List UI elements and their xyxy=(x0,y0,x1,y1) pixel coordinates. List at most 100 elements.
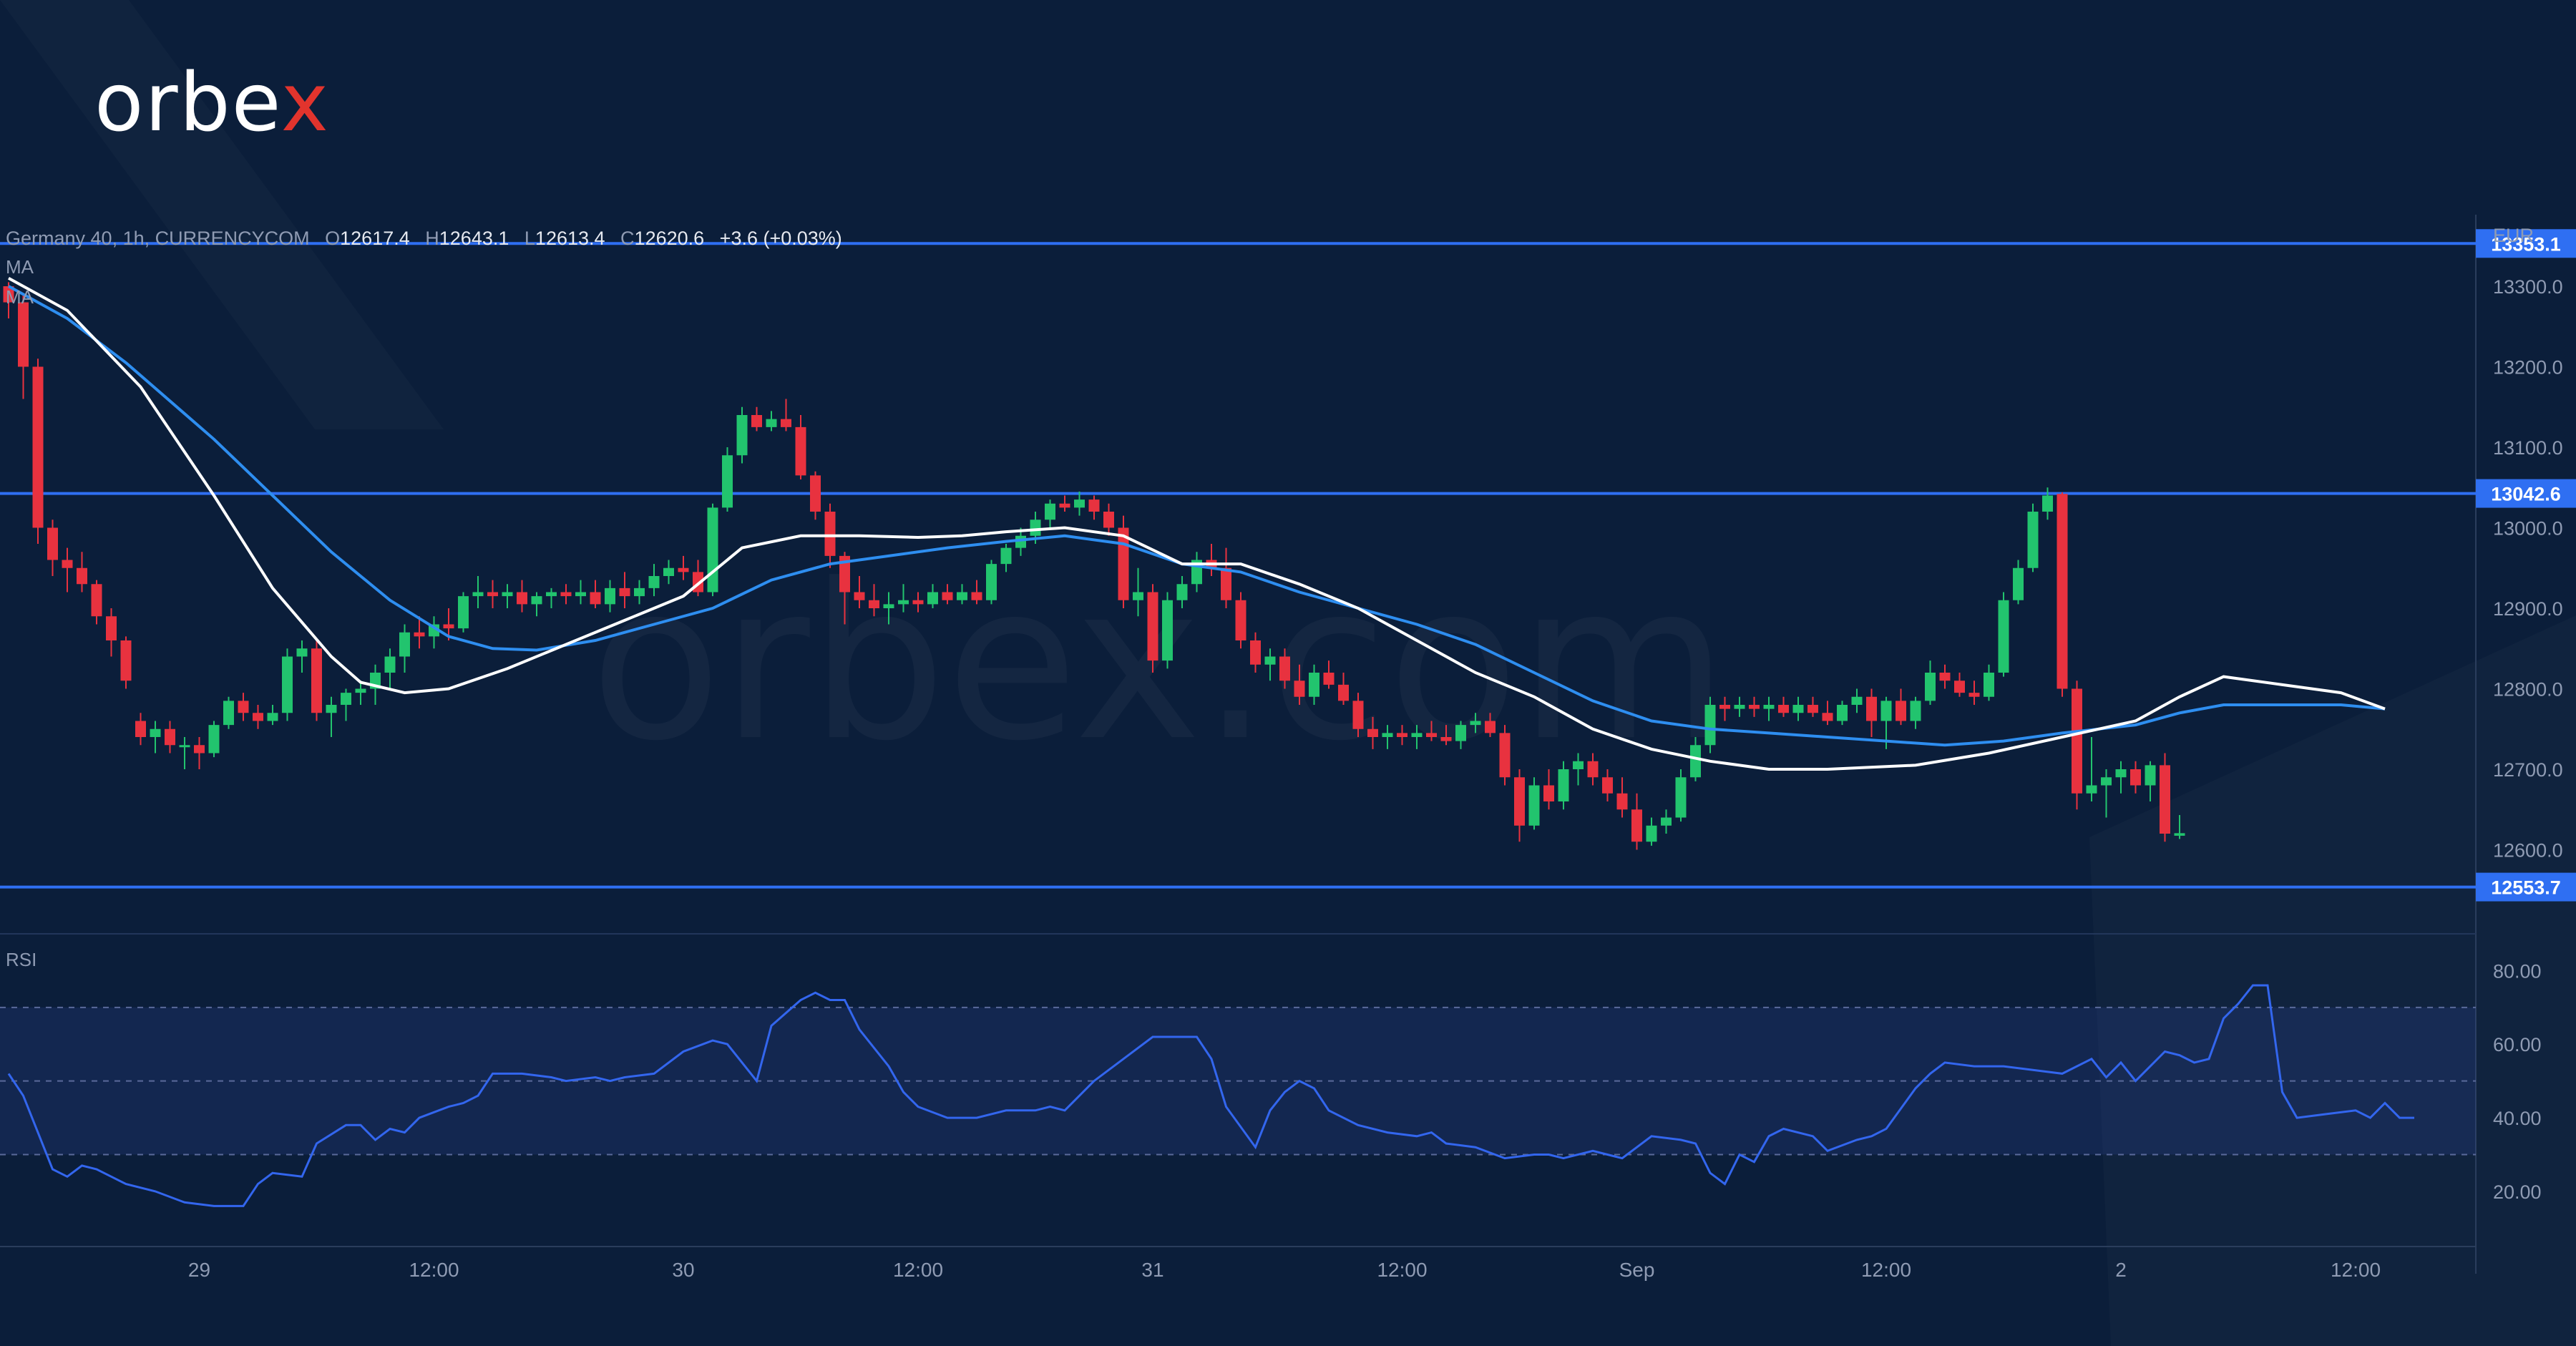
candle-body xyxy=(2042,495,2053,512)
candle-body xyxy=(1397,733,1407,737)
candle-body xyxy=(1616,793,1628,810)
candle-body xyxy=(1910,701,1921,721)
candle-body xyxy=(1822,713,1833,721)
candle-body xyxy=(2115,769,2127,778)
candle-body xyxy=(1030,520,1041,536)
candle-body xyxy=(1250,640,1261,665)
candle-body xyxy=(810,475,821,512)
candle-body xyxy=(678,567,689,572)
candle-body xyxy=(722,455,733,508)
candle-body xyxy=(1176,584,1188,600)
candle-body xyxy=(1807,705,1818,713)
orbex-logo: orbex xyxy=(94,63,330,143)
candle-body xyxy=(150,728,161,737)
rsi-tick-label: 80.00 xyxy=(2493,960,2542,982)
candle-body xyxy=(1704,705,1716,746)
x-tick-label: 12:00 xyxy=(893,1259,943,1281)
rsi-tick-label: 60.00 xyxy=(2493,1034,2542,1055)
candle-body xyxy=(2057,494,2068,689)
candle-body xyxy=(590,592,601,605)
candle-body xyxy=(32,366,44,528)
candle-body xyxy=(1279,656,1290,681)
ma-legend-2: MA xyxy=(6,286,34,308)
candle-body xyxy=(1088,499,1100,512)
level-badge xyxy=(2476,479,2576,508)
candle-body xyxy=(326,705,337,713)
candle-body xyxy=(736,415,748,456)
candle-body xyxy=(1382,733,1393,737)
candle-body xyxy=(1294,681,1305,697)
y-tick-label: 13300.0 xyxy=(2493,276,2563,298)
y-tick-label: 12800.0 xyxy=(2493,679,2563,701)
level-price: 12553.7 xyxy=(2491,877,2561,899)
candle-body xyxy=(2027,512,2039,568)
logo-text: orbe xyxy=(94,57,281,150)
candle-body xyxy=(1646,825,1657,842)
candle-body xyxy=(2072,688,2082,794)
low-label: L xyxy=(525,228,535,249)
candle-body xyxy=(355,688,366,693)
candle-body xyxy=(575,592,586,597)
candle-body xyxy=(1602,777,1613,794)
candle-body xyxy=(1470,721,1481,726)
candle-body xyxy=(1264,656,1276,665)
candle-body xyxy=(1631,809,1642,842)
rsi-label: RSI xyxy=(6,949,36,970)
candle-body xyxy=(883,604,894,608)
candle-body xyxy=(120,640,132,681)
x-tick-label: 30 xyxy=(672,1259,694,1281)
candle-body xyxy=(77,567,87,585)
axes: 12600.0 12700.0 12800.0 12900.0 13000.0 13100… xyxy=(0,215,2563,1281)
candle-body xyxy=(1309,673,1319,697)
candle-body xyxy=(1763,705,1775,709)
rsi-line xyxy=(7,984,2414,1207)
candle-body xyxy=(927,592,938,605)
rsi-tick-label: 40.00 xyxy=(2493,1108,2542,1129)
open-value: 12617.4 xyxy=(340,228,410,249)
candlesticks xyxy=(3,282,2185,850)
open-label: O xyxy=(325,228,340,249)
candle-body xyxy=(986,564,997,600)
candle-body xyxy=(1939,673,1951,681)
candle-body xyxy=(1000,547,1012,565)
candle-body xyxy=(2160,765,2170,834)
candle-body xyxy=(414,632,425,637)
candle-body xyxy=(1367,728,1378,737)
candle-body xyxy=(135,721,146,737)
candle-body xyxy=(824,512,836,556)
level-badge xyxy=(2476,229,2576,258)
candle-body xyxy=(1455,725,1466,741)
candle-body xyxy=(1074,499,1085,508)
candle-body xyxy=(1558,769,1569,801)
candle-body xyxy=(634,587,645,597)
candle-body xyxy=(2130,769,2141,786)
candle-body xyxy=(1675,777,1687,818)
candle-body xyxy=(971,592,982,600)
candle-body xyxy=(1221,567,1231,600)
candle-body xyxy=(795,426,806,476)
candle-body xyxy=(472,592,484,597)
y-tick-label: 12900.0 xyxy=(2493,598,2563,620)
candle-body xyxy=(912,600,924,605)
candle-body xyxy=(560,592,572,597)
candle-body xyxy=(1338,684,1349,701)
candle-body xyxy=(311,648,322,713)
candle-body xyxy=(781,419,791,427)
close-label: C xyxy=(620,228,635,249)
x-tick-label: 12:00 xyxy=(2331,1259,2381,1281)
close-value: 12620.6 xyxy=(635,228,705,249)
currency-label: EUR xyxy=(2493,225,2534,246)
candle-body xyxy=(517,592,527,605)
ma-fast-line xyxy=(8,277,2386,771)
candle-body xyxy=(1543,785,1554,801)
candle-body xyxy=(766,419,777,427)
candle-body xyxy=(1719,705,1730,709)
candle-body xyxy=(1998,600,2009,673)
candle-body xyxy=(282,656,293,713)
y-tick-label: 13000.0 xyxy=(2493,518,2563,540)
candle-body xyxy=(502,592,513,597)
candle-body xyxy=(1411,733,1423,737)
rsi-pane: 20.00 40.00 60.00 80.00 xyxy=(0,960,2542,1207)
level-badge xyxy=(2476,872,2576,902)
candle-body xyxy=(1573,761,1584,769)
